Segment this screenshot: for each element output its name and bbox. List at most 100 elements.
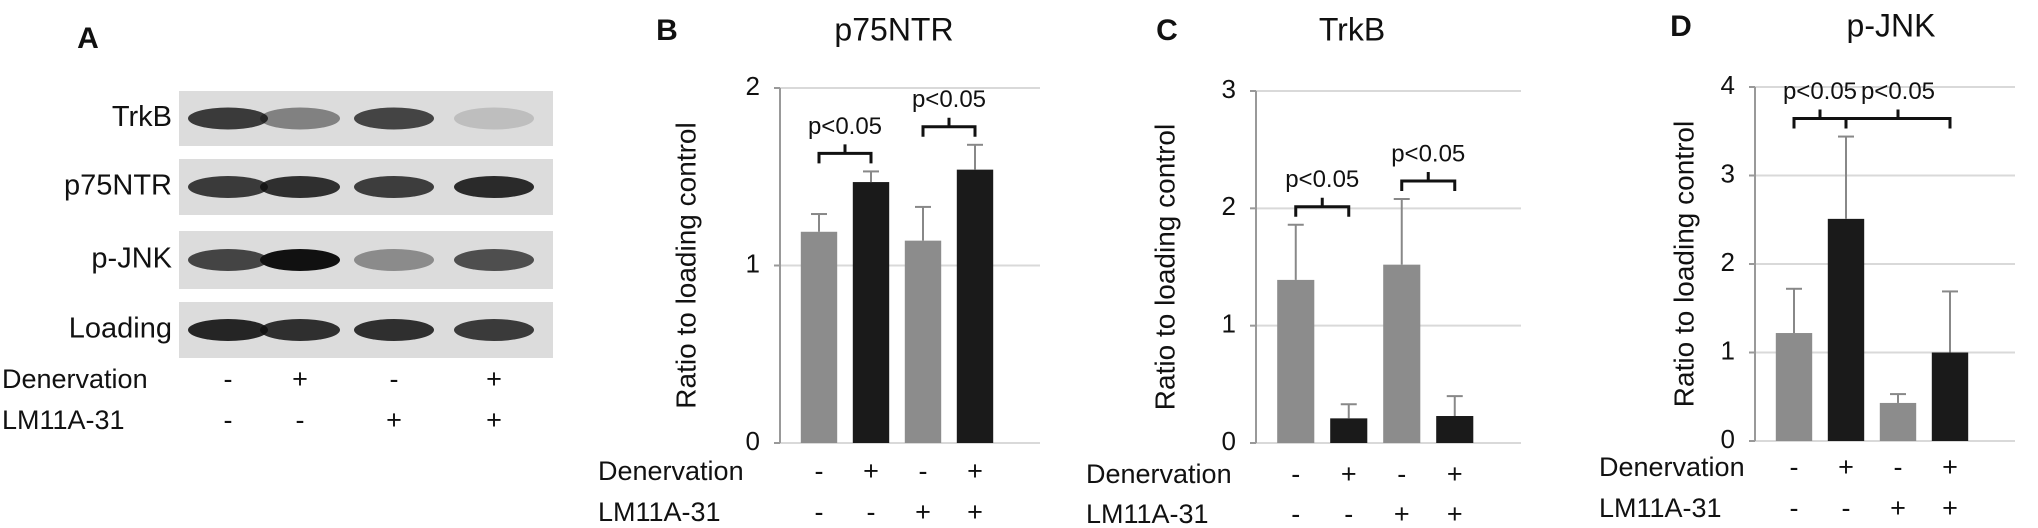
significance-bracket [1294,197,1351,217]
condition-sign: + [863,456,879,486]
bar [904,240,942,443]
blot-band [188,107,268,130]
panel-label: D [1670,10,1692,43]
condition-sign: - [1894,452,1903,482]
blot-band [454,176,534,198]
blot-row-label: Loading [69,313,172,345]
condition-sign: + [967,497,983,527]
y-tick-label: 3 [1222,74,1236,104]
condition-sign: + [1394,499,1410,528]
condition-sign: - [1344,499,1353,528]
bar [852,182,890,443]
y-tick-label: 0 [746,426,760,456]
condition-sign: - [867,497,876,527]
significance-bracket [1400,171,1457,191]
y-tick-label: 2 [746,71,760,101]
significance-label: p<0.05 [1285,166,1359,193]
panel-label: C [1156,14,1178,47]
blot-band [454,249,534,271]
blot-band [188,176,268,198]
y-tick-label: 0 [1721,424,1735,454]
y-tick-label: 4 [1721,70,1735,100]
condition-sign: + [915,497,931,527]
significance-bracket [921,117,977,137]
significance-label: p<0.05 [1861,78,1935,105]
y-axis-label: Ratio to loading control [1149,124,1180,410]
condition-sign: + [1447,499,1463,528]
chart-title: p-JNK [1847,7,1936,43]
blot-row-label: TrkB [112,101,172,133]
blot-band [454,319,534,341]
condition-label: LM11A-31 [598,497,721,527]
condition-sign: - [224,364,233,394]
y-tick-label: 3 [1721,158,1735,188]
condition-sign: + [292,364,308,394]
significance-bracket [817,144,873,164]
condition-sign: + [1447,459,1463,489]
y-tick-label: 1 [746,248,760,278]
bar [1827,218,1865,441]
condition-sign: + [486,405,502,435]
blot-band [260,319,340,341]
significance-label: p<0.05 [1783,78,1857,105]
condition-sign: - [815,456,824,486]
blot-band [188,319,268,341]
condition-sign: - [1397,459,1406,489]
condition-sign: - [1291,499,1300,528]
y-tick-label: 2 [1721,247,1735,277]
significance-label: p<0.05 [1391,140,1465,167]
blot-band [260,249,340,271]
significance-bracket [1844,109,1952,129]
bar [1436,416,1474,443]
panel-label: A [77,22,99,55]
bar [1931,352,1969,441]
condition-label: Denervation [1086,459,1232,489]
condition-sign: + [386,405,402,435]
y-axis-label: Ratio to loading control [1668,121,1699,407]
bar [1277,279,1315,443]
blot-band [354,319,434,341]
blot-band [454,107,534,130]
significance-bracket [1792,109,1848,129]
condition-sign: - [224,405,233,435]
condition-sign: + [1942,452,1958,482]
condition-sign: - [1790,452,1799,482]
blot-band [260,176,340,198]
blot-row-label: p-JNK [91,243,172,275]
condition-sign: - [1291,459,1300,489]
condition-label: LM11A-31 [2,405,125,435]
condition-sign: - [390,364,399,394]
condition-sign: - [919,456,928,486]
condition-label: Denervation [2,364,148,394]
condition-sign: + [1890,493,1906,523]
condition-sign: + [1838,452,1854,482]
significance-label: p<0.05 [912,86,986,113]
condition-label: LM11A-31 [1086,499,1209,528]
bar [1879,402,1917,441]
bar [1775,333,1813,441]
bar [956,169,994,443]
blot-band [354,107,434,130]
condition-label: Denervation [1599,452,1745,482]
blot-band [260,107,340,130]
bar [1330,418,1368,443]
condition-sign: - [1842,493,1851,523]
condition-sign: + [1942,493,1958,523]
y-axis-label: Ratio to loading control [670,122,701,408]
condition-sign: - [296,405,305,435]
y-tick-label: 1 [1222,309,1236,339]
condition-sign: - [1790,493,1799,523]
y-tick-label: 1 [1721,335,1735,365]
condition-sign: + [486,364,502,394]
blot-band [354,176,434,198]
blot-row-label: p75NTR [64,170,172,202]
y-tick-label: 2 [1222,191,1236,221]
condition-label: LM11A-31 [1599,493,1722,523]
bar [1383,264,1421,443]
y-tick-label: 0 [1222,426,1236,456]
blot-band [354,249,434,271]
blot-band [188,249,268,271]
bar [800,231,838,443]
